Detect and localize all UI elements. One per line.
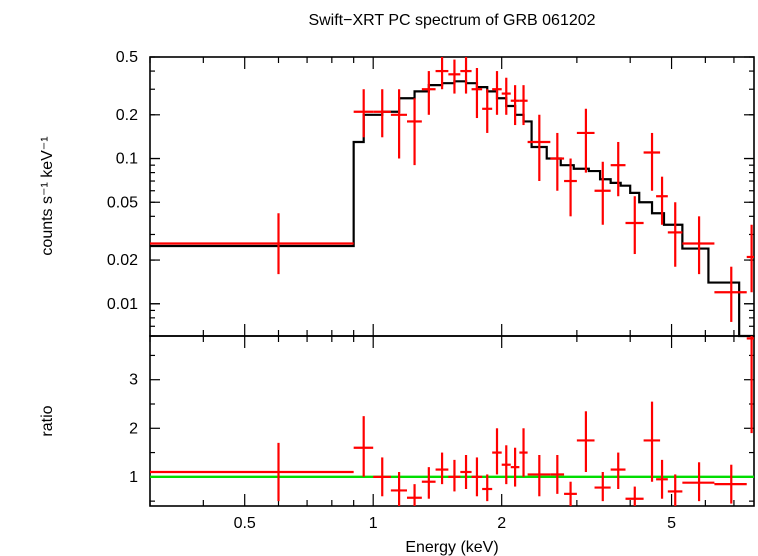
top-y-tick-label: 0.5 bbox=[116, 49, 138, 66]
ratio-data-point bbox=[471, 457, 483, 497]
spectrum-data-point bbox=[667, 202, 683, 267]
spectrum-data-points bbox=[150, 57, 754, 322]
ratio-data-point bbox=[390, 472, 407, 506]
spectrum-data-point bbox=[610, 141, 626, 197]
ratio-data-point bbox=[460, 455, 472, 489]
spectrum-data-point bbox=[550, 132, 565, 191]
bottom-y-tick-label: 1 bbox=[129, 469, 138, 486]
spectrum-data-point bbox=[519, 85, 528, 126]
ratio-data-point bbox=[353, 416, 374, 477]
x-tick-label: 5 bbox=[667, 515, 676, 532]
spectrum-data-point bbox=[353, 89, 374, 138]
ratio-data-point bbox=[492, 428, 502, 475]
spectrum-data-point bbox=[435, 57, 449, 90]
spectrum-data-point bbox=[421, 71, 436, 115]
ratio-data-point bbox=[421, 467, 436, 499]
spectrum-data-point bbox=[471, 67, 483, 119]
top-y-axis-label: counts s⁻¹ keV⁻¹ bbox=[39, 136, 56, 255]
ratio-data-point bbox=[682, 462, 715, 502]
x-ticks: 0.5 1 2 5 bbox=[149, 57, 735, 532]
spectrum-data-point bbox=[448, 59, 461, 94]
chart-title: Swift−XRT PC spectrum of GRB 061202 bbox=[308, 12, 595, 29]
spectrum-data-point bbox=[714, 266, 747, 322]
ratio-data-point bbox=[519, 428, 528, 477]
ratio-data-point bbox=[564, 481, 577, 506]
spectrum-data-point bbox=[594, 161, 611, 225]
ratio-data-point bbox=[510, 447, 520, 487]
spectrum-data-point bbox=[746, 224, 754, 293]
spectrum-data-point bbox=[625, 196, 644, 255]
spectrum-data-point bbox=[390, 89, 407, 159]
model-step-line bbox=[150, 80, 754, 338]
bottom-y-axis-label: ratio bbox=[39, 405, 56, 436]
top-y-tick-label: 0.2 bbox=[116, 107, 138, 124]
ratio-data-point bbox=[448, 459, 461, 492]
ratio-data-point bbox=[576, 411, 595, 472]
top-y-tick-label: 0.1 bbox=[116, 151, 138, 168]
ratio-data-point bbox=[594, 472, 611, 502]
spectrum-data-point bbox=[373, 89, 391, 138]
spectrum-data-point bbox=[564, 158, 577, 217]
spectrum-data-point bbox=[150, 213, 354, 275]
ratio-data-point bbox=[527, 455, 551, 497]
ratio-data-point bbox=[435, 452, 449, 485]
ratio-data-point bbox=[625, 486, 644, 506]
ratio-data-point bbox=[406, 484, 422, 506]
ratio-data-points bbox=[150, 336, 754, 506]
bottom-y-tick-label: 3 bbox=[129, 372, 138, 389]
top-y-ticks: 0.01 0.02 0.05 0.1 0.2 0.5 bbox=[107, 49, 754, 337]
spectrum-data-point bbox=[501, 77, 511, 115]
spectrum-data-point bbox=[406, 98, 422, 166]
bottom-y-tick-label: 2 bbox=[129, 420, 138, 437]
ratio-data-point bbox=[550, 455, 565, 494]
spectrum-data-point bbox=[510, 85, 520, 126]
ratio-data-point bbox=[746, 336, 754, 434]
x-tick-label: 2 bbox=[497, 515, 506, 532]
spectrum-data-point bbox=[682, 216, 715, 275]
spectrum-data-point bbox=[576, 108, 595, 173]
ratio-data-point bbox=[714, 464, 747, 504]
x-tick-label: 0.5 bbox=[234, 515, 256, 532]
ratio-data-point bbox=[373, 457, 391, 497]
top-y-tick-label: 0.01 bbox=[107, 296, 138, 313]
ratio-data-point bbox=[667, 474, 683, 506]
ratio-data-point bbox=[610, 452, 626, 489]
top-y-tick-label: 0.05 bbox=[107, 194, 138, 211]
x-tick-label: 1 bbox=[369, 515, 378, 532]
ratio-data-point bbox=[482, 474, 493, 502]
ratio-data-point bbox=[150, 442, 354, 502]
spectrum-data-point bbox=[460, 57, 472, 94]
model-histogram bbox=[150, 80, 754, 338]
spectrum-data-point bbox=[643, 132, 661, 191]
spectrum-data-point bbox=[482, 89, 493, 133]
ratio-data-point bbox=[656, 459, 668, 499]
spectrum-data-point bbox=[656, 176, 668, 225]
spectrum-data-point bbox=[492, 71, 502, 115]
ratio-data-point bbox=[501, 445, 511, 485]
ratio-data-point bbox=[643, 401, 661, 482]
bottom-panel-frame bbox=[149, 335, 755, 507]
top-y-tick-label: 0.02 bbox=[107, 252, 138, 269]
spectrum-data-point bbox=[527, 114, 551, 182]
x-axis-label: Energy (keV) bbox=[405, 539, 498, 556]
